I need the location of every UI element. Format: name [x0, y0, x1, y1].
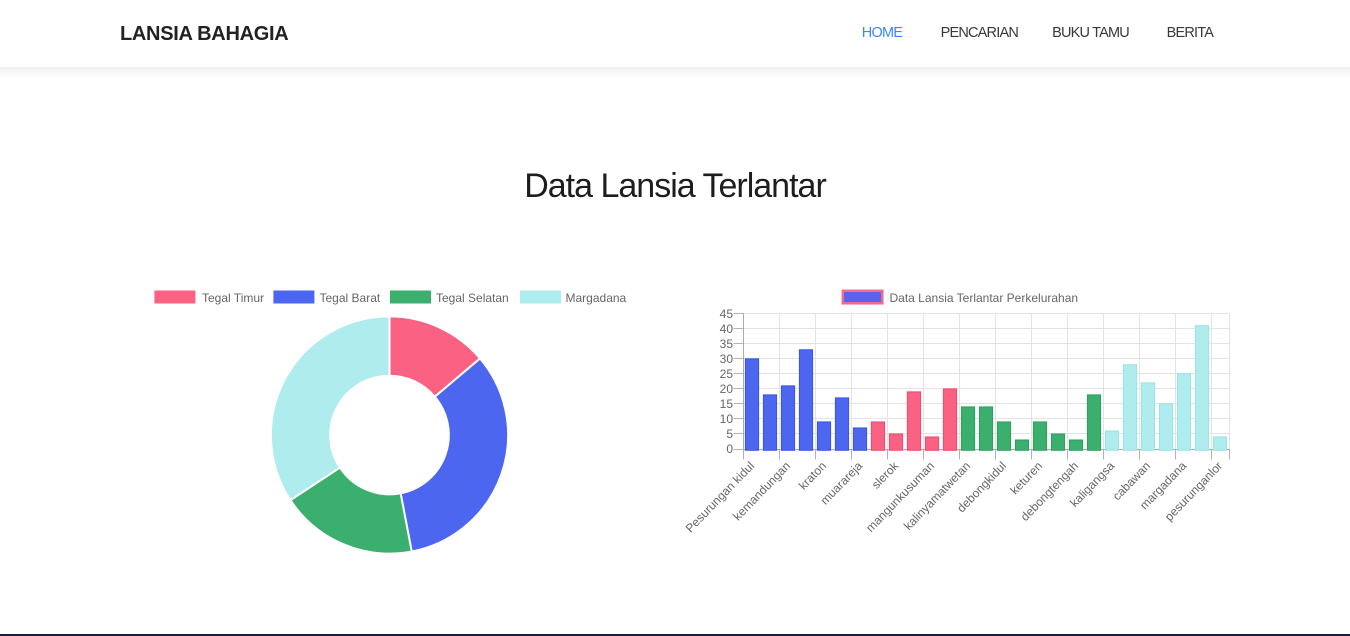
svg-text:Tegal Selatan: Tegal Selatan [436, 291, 509, 305]
svg-text:35: 35 [720, 337, 734, 351]
svg-text:slerok: slerok [869, 458, 902, 491]
svg-text:45: 45 [720, 307, 734, 321]
svg-text:20: 20 [720, 382, 734, 396]
svg-text:40: 40 [720, 322, 734, 336]
svg-text:5: 5 [726, 427, 733, 441]
svg-text:15: 15 [720, 397, 734, 411]
svg-text:Margadana: Margadana [566, 291, 627, 305]
svg-text:0: 0 [726, 442, 733, 456]
svg-text:Tegal Timur: Tegal Timur [202, 291, 264, 305]
svg-text:10: 10 [720, 412, 734, 426]
svg-text:30: 30 [720, 352, 734, 366]
svg-text:kraton: kraton [796, 459, 829, 493]
svg-text:Data Lansia Terlantar Perkelur: Data Lansia Terlantar Perkelurahan [890, 291, 1079, 305]
svg-text:25: 25 [720, 367, 734, 381]
svg-text:Tegal Barat: Tegal Barat [320, 291, 381, 305]
